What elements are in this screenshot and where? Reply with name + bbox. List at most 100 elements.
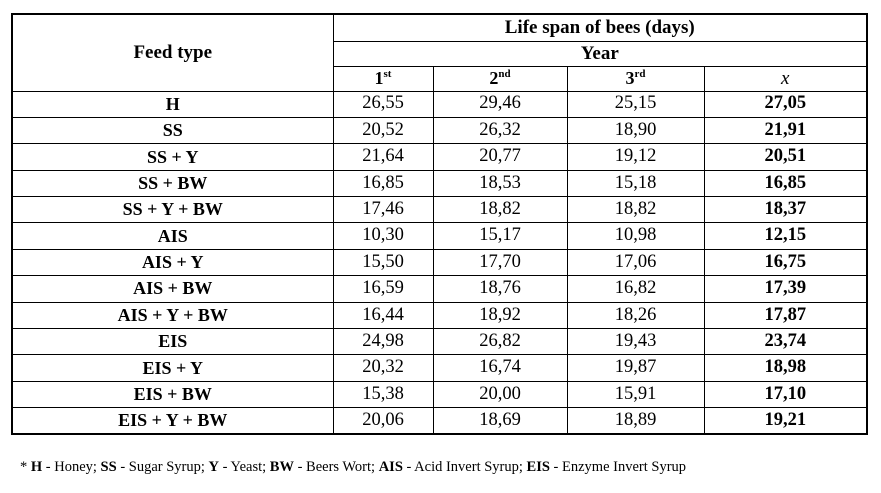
mean-value: 27,05 [703, 90, 868, 118]
table-row: SS + Y 21,64 20,77 19,12 20,51 [11, 143, 868, 171]
year1-value: 16,85 [332, 169, 434, 198]
mean-value: 17,87 [703, 301, 868, 330]
table-row: H 26,55 29,46 25,15 27,05 [11, 90, 868, 118]
table-row: SS + Y + BW 17,46 18,82 18,82 18,37 [11, 196, 868, 224]
feed-type-cell: EIS + Y + BW [11, 407, 334, 435]
feed-type-cell: AIS + Y [11, 248, 334, 277]
year1-ordinal-suffix: st [383, 68, 392, 81]
year3-value: 15,91 [566, 380, 705, 409]
year1-value: 10,30 [332, 222, 434, 250]
year1-value: 24,98 [332, 328, 434, 356]
feed-type-header: Feed type [11, 13, 334, 92]
feed-type-cell: H [11, 90, 334, 118]
table-row: EIS 24,98 26,82 19,43 23,74 [11, 328, 868, 356]
mean-value: 17,39 [703, 275, 868, 303]
year2-value: 16,74 [432, 354, 568, 382]
year2-value: 29,46 [432, 90, 568, 118]
table-row: EIS + BW 15,38 20,00 15,91 17,10 [11, 380, 868, 409]
year1-value: 20,06 [332, 407, 434, 435]
year3-ordinal-suffix: rd [634, 68, 646, 81]
feed-type-cell: EIS + BW [11, 380, 334, 409]
table-row: SS + BW 16,85 18,53 15,18 16,85 [11, 169, 868, 198]
table-row: AIS + BW 16,59 18,76 16,82 17,39 [11, 275, 868, 303]
year2-value: 18,82 [432, 196, 568, 224]
mean-value: 20,51 [703, 143, 868, 171]
mean-value: 18,98 [703, 354, 868, 382]
feed-type-cell: SS + Y + BW [11, 196, 334, 224]
year1-value: 20,52 [332, 116, 434, 145]
year1-value: 16,44 [332, 301, 434, 330]
mean-value: 17,10 [703, 380, 868, 409]
year2-value: 26,32 [432, 116, 568, 145]
feed-type-cell: AIS + Y + BW [11, 301, 334, 330]
header-row-columns: 1st 2nd 3rd x [12, 65, 868, 92]
year2-header: 2nd [432, 65, 568, 92]
footnote-abbr-h: H [30, 459, 43, 475]
year1-value: 16,59 [332, 275, 434, 303]
feed-type-cell: EIS + Y [11, 354, 334, 382]
year3-value: 19,12 [566, 143, 705, 171]
year2-value: 20,00 [432, 380, 568, 409]
table-row: EIS + Y + BW 20,06 18,69 18,89 19,21 [11, 407, 868, 435]
mean-value: 23,74 [703, 328, 868, 356]
year3-value: 18,82 [566, 196, 705, 224]
header-row-lifespan: Feed type Life span of bees (days) [11, 13, 868, 92]
footnote-asterisk: * [20, 459, 31, 475]
footnote-desc-yeast: - Yeast; [219, 459, 270, 475]
footnote-desc-acid-invert-syrup: - Acid Invert Syrup; [402, 459, 527, 475]
year3-value: 19,43 [566, 328, 705, 356]
footnote-abbr-ss: SS [100, 459, 117, 475]
year2-value: 18,76 [432, 275, 568, 303]
year1-value: 17,46 [332, 196, 434, 224]
year1-header: 1st [332, 65, 434, 92]
footnote-abbr-y: Y [208, 459, 220, 475]
year2-value: 18,69 [432, 407, 568, 435]
mean-value: 12,15 [703, 222, 868, 250]
feed-type-cell: EIS [11, 328, 334, 356]
mean-value: 16,85 [703, 169, 868, 198]
footnote-desc-enzyme-invert-syrup: - Enzyme Invert Syrup [549, 459, 687, 475]
year2-value: 26,82 [432, 328, 568, 356]
year3-value: 16,82 [566, 275, 705, 303]
year3-number: 3 [625, 68, 635, 89]
year2-value: 18,92 [432, 301, 568, 330]
feed-type-cell: SS + BW [11, 169, 334, 198]
table-row: AIS 10,30 15,17 10,98 12,15 [11, 222, 868, 250]
mean-value: 21,91 [703, 116, 868, 145]
year3-value: 25,15 [566, 90, 705, 118]
footnote-desc-beers-wort: - Beers Wort; [293, 459, 379, 475]
table-row: AIS + Y 15,50 17,70 17,06 16,75 [11, 248, 868, 277]
footnote-abbr-bw: BW [269, 459, 294, 475]
mean-value: 19,21 [703, 407, 868, 435]
year3-value: 10,98 [566, 222, 705, 250]
mean-value: 16,75 [703, 248, 868, 277]
year2-number: 2 [489, 68, 499, 89]
table-row: AIS + Y + BW 16,44 18,92 18,26 17,87 [11, 301, 868, 330]
year-header: Year [332, 40, 868, 67]
feed-type-cell: SS + Y [11, 143, 334, 171]
year3-value: 19,87 [566, 354, 705, 382]
year1-value: 26,55 [332, 90, 434, 118]
year1-value: 20,32 [332, 354, 434, 382]
mean-header: x [703, 65, 868, 92]
table-row: EIS + Y 20,32 16,74 19,87 18,98 [11, 354, 868, 382]
year2-value: 15,17 [432, 222, 568, 250]
footnote: * H - Honey; SS - Sugar Syrup; Y - Yeast… [20, 458, 865, 478]
header-row-year: Year [12, 40, 868, 67]
year1-value: 15,50 [332, 248, 434, 277]
footnote-abbr-eis: EIS [526, 459, 550, 475]
year2-value: 17,70 [432, 248, 568, 277]
table-row: SS 20,52 26,32 18,90 21,91 [11, 116, 868, 145]
year2-value: 20,77 [432, 143, 568, 171]
year3-value: 18,26 [566, 301, 705, 330]
year2-value: 18,53 [432, 169, 568, 198]
year3-value: 17,06 [566, 248, 705, 277]
footnote-abbr-ais: AIS [378, 459, 403, 475]
year2-ordinal-suffix: nd [498, 68, 511, 81]
lifespan-header: Life span of bees (days) [332, 13, 868, 42]
year1-value: 21,64 [332, 143, 434, 171]
feed-type-cell: SS [11, 116, 334, 145]
feed-type-cell: AIS [11, 222, 334, 250]
year3-header: 3rd [566, 65, 705, 92]
footnote-desc-honey: - Honey; [42, 459, 101, 475]
